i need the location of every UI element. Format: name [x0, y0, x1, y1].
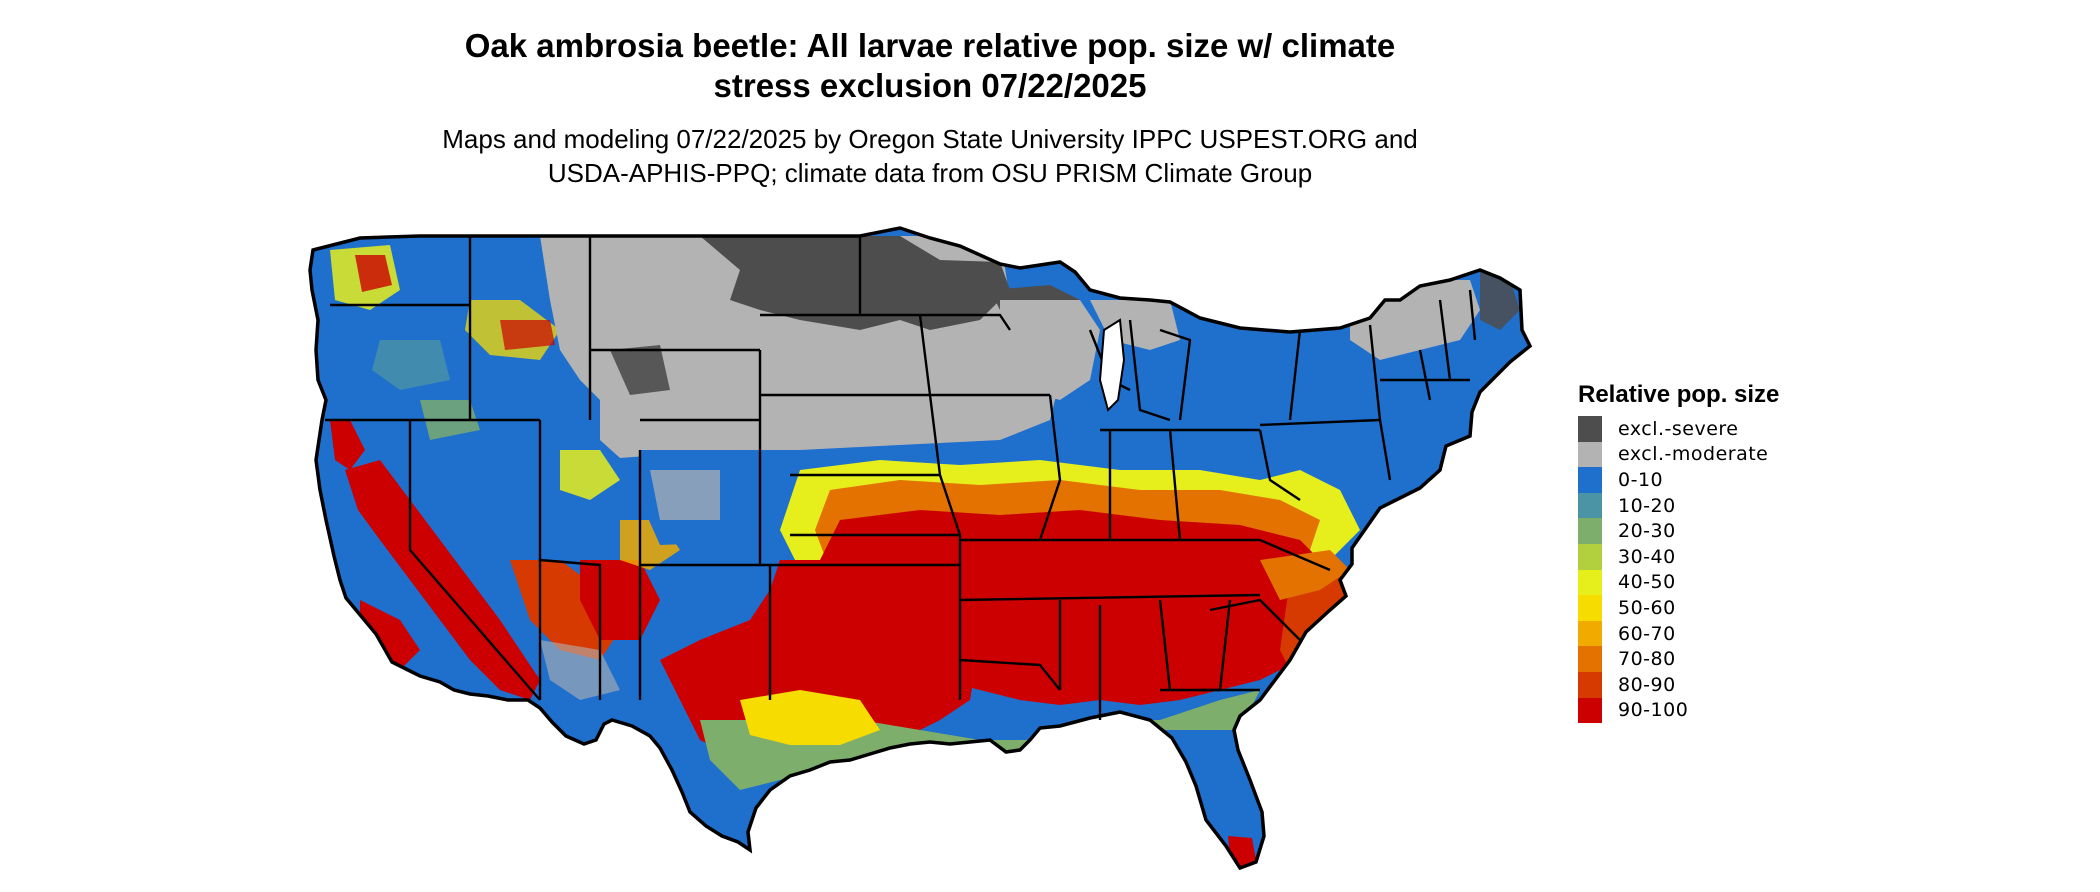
map-title-line2: stress exclusion 07/22/2025: [713, 67, 1147, 104]
legend-swatch: [1578, 595, 1602, 621]
legend-item: 0-10: [1578, 467, 1878, 493]
legend-item: 50-60: [1578, 595, 1878, 621]
legend-item: 40-50: [1578, 569, 1878, 596]
legend-items: excl.-severe excl.-moderate 0-10 10-20 20-30…: [1578, 416, 1878, 724]
legend-item: 70-80: [1578, 646, 1878, 672]
legend-swatch: [1578, 518, 1602, 544]
legend-swatch: [1578, 543, 1602, 570]
legend-label: 40-50: [1618, 571, 1676, 594]
legend-item: 30-40: [1578, 543, 1878, 570]
legend-label: excl.-moderate: [1618, 443, 1769, 466]
legend-swatch: [1578, 697, 1602, 724]
legend-label: 90-100: [1618, 699, 1689, 722]
legend-label: excl.-severe: [1618, 417, 1739, 440]
map-title: Oak ambrosia beetle: All larvae relative…: [330, 26, 1530, 106]
map-subtitle: Maps and modeling 07/22/2025 by Oregon S…: [330, 122, 1530, 190]
map-subtitle-line2: USDA-APHIS-PPQ; climate data from OSU PR…: [547, 158, 1313, 188]
legend-swatch: [1578, 646, 1602, 672]
legend-label: 30-40: [1618, 545, 1676, 568]
legend-swatch: [1578, 416, 1602, 442]
map-subtitle-line1: Maps and modeling 07/22/2025 by Oregon S…: [442, 124, 1418, 154]
legend-item: excl.-severe: [1578, 416, 1878, 442]
legend-label: 70-80: [1618, 648, 1676, 671]
legend-item: 20-30: [1578, 518, 1878, 544]
legend: Relative pop. size excl.-severe excl.-mod…: [1578, 380, 1878, 724]
legend-item: 10-20: [1578, 492, 1878, 519]
lake-michigan: [1098, 318, 1126, 412]
map-title-line1: Oak ambrosia beetle: All larvae relative…: [464, 27, 1396, 64]
legend-label: 60-70: [1618, 622, 1676, 645]
state-borders: [325, 236, 1477, 720]
legend-swatch: [1578, 671, 1602, 698]
legend-title: Relative pop. size: [1578, 381, 1780, 408]
legend-item: excl.-moderate: [1578, 441, 1878, 468]
legend-swatch: [1578, 569, 1602, 596]
us-map-svg: [308, 226, 1532, 870]
legend-label: 10-20: [1618, 494, 1676, 517]
legend-label: 0-10: [1618, 468, 1664, 491]
legend-swatch: [1578, 620, 1602, 647]
legend-label: 20-30: [1618, 520, 1676, 543]
legend-label: 50-60: [1618, 596, 1676, 619]
legend-item: 60-70: [1578, 620, 1878, 647]
legend-label: 80-90: [1618, 673, 1676, 696]
legend-swatch: [1578, 441, 1602, 468]
legend-item: 80-90: [1578, 671, 1878, 698]
legend-swatch: [1578, 492, 1602, 519]
legend-swatch: [1578, 467, 1602, 493]
us-map: [308, 226, 1532, 870]
legend-item: 90-100: [1578, 697, 1878, 724]
